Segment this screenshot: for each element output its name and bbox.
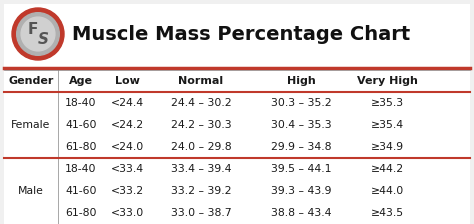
Text: 24.4 – 30.2: 24.4 – 30.2 [171,98,231,108]
Text: <33.0: <33.0 [111,208,144,218]
Text: 38.8 – 43.4: 38.8 – 43.4 [271,208,331,218]
Text: 30.4 – 35.3: 30.4 – 35.3 [271,120,331,130]
Text: High: High [287,76,316,86]
Text: 24.2 – 30.3: 24.2 – 30.3 [171,120,231,130]
Text: S: S [37,32,48,47]
Text: Male: Male [18,186,44,196]
Text: 33.0 – 38.7: 33.0 – 38.7 [171,208,231,218]
Circle shape [12,8,64,60]
Text: 41-60: 41-60 [65,186,97,196]
Text: ≥35.3: ≥35.3 [371,98,404,108]
Text: F: F [28,22,38,37]
Text: 29.9 – 34.8: 29.9 – 34.8 [271,142,331,152]
Text: ≥44.0: ≥44.0 [371,186,404,196]
Text: 18-40: 18-40 [65,164,97,174]
Text: 18-40: 18-40 [65,98,97,108]
Text: Female: Female [11,120,51,130]
Text: 39.5 – 44.1: 39.5 – 44.1 [271,164,331,174]
Text: <24.4: <24.4 [111,98,144,108]
Text: ≥35.4: ≥35.4 [371,120,404,130]
Text: 61-80: 61-80 [65,142,97,152]
Text: 41-60: 41-60 [65,120,97,130]
Circle shape [17,13,59,55]
Text: <24.0: <24.0 [111,142,144,152]
Text: 61-80: 61-80 [65,208,97,218]
Circle shape [21,17,55,51]
Text: 30.3 – 35.2: 30.3 – 35.2 [271,98,331,108]
Text: <33.2: <33.2 [111,186,144,196]
Text: 33.2 – 39.2: 33.2 – 39.2 [171,186,231,196]
Text: 33.4 – 39.4: 33.4 – 39.4 [171,164,231,174]
Text: Age: Age [69,76,93,86]
Text: ≥34.9: ≥34.9 [371,142,404,152]
Text: ≥43.5: ≥43.5 [371,208,404,218]
Text: Low: Low [115,76,140,86]
Text: 39.3 – 43.9: 39.3 – 43.9 [271,186,331,196]
Text: ≥44.2: ≥44.2 [371,164,404,174]
Text: <33.4: <33.4 [111,164,144,174]
Text: Muscle Mass Percentage Chart: Muscle Mass Percentage Chart [72,24,410,43]
Text: <24.2: <24.2 [111,120,144,130]
Text: Normal: Normal [178,76,223,86]
Text: 24.0 – 29.8: 24.0 – 29.8 [171,142,231,152]
Text: Very High: Very High [357,76,418,86]
Text: Gender: Gender [8,76,54,86]
